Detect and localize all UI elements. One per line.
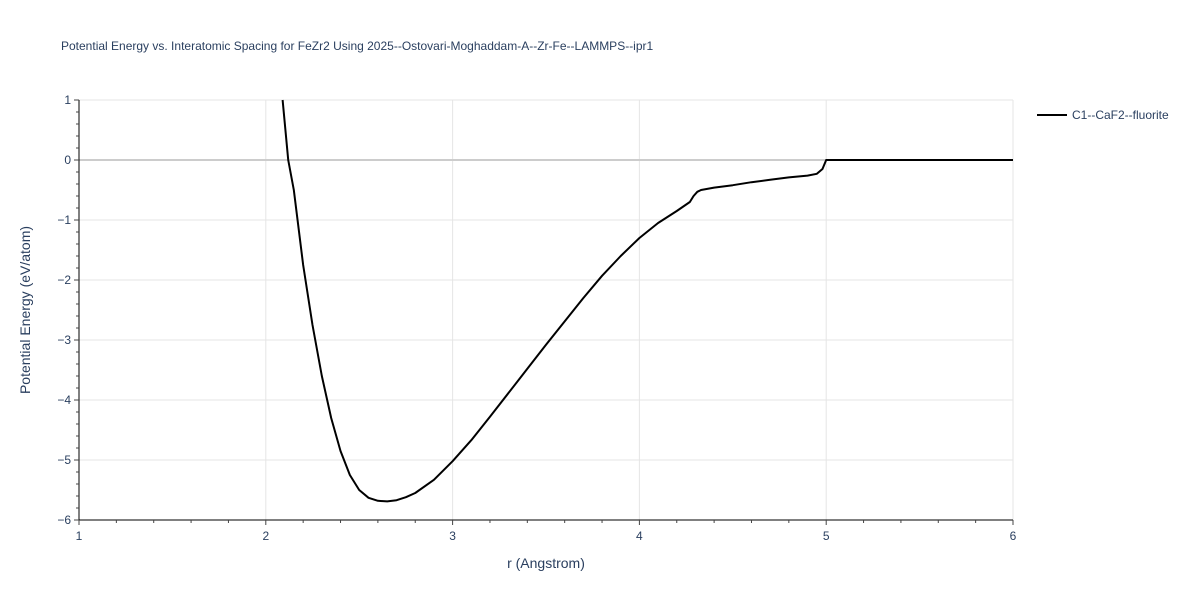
y-tick-label: 0 [64, 153, 71, 167]
x-tick-label: 6 [1010, 529, 1017, 543]
x-tick-label: 2 [262, 529, 269, 543]
legend[interactable]: C1--CaF2--fluorite [1037, 108, 1169, 122]
axes: 1 2 3 4 5 6 1 0 −1 −2 −3 −4 −5 −6 [57, 93, 1016, 543]
y-tick-label: −1 [57, 213, 71, 227]
y-tick-label: 1 [64, 93, 71, 107]
x-tick-label: 4 [636, 529, 643, 543]
legend-label: C1--CaF2--fluorite [1072, 108, 1169, 122]
series-layer [281, 99, 1013, 503]
x-tick-label: 3 [449, 529, 456, 543]
x-tick-label: 1 [76, 529, 83, 543]
y-tick-label: −5 [57, 453, 71, 467]
x-tick-label: 5 [823, 529, 830, 543]
chart-title: Potential Energy vs. Interatomic Spacing… [61, 39, 654, 53]
y-tick-label: −3 [57, 333, 71, 347]
grid [79, 99, 1014, 520]
y-axis-label: Potential Energy (eV/atom) [17, 226, 33, 394]
y-tick-label: −4 [57, 393, 71, 407]
y-tick-label: −2 [57, 273, 71, 287]
y-tick-label: −6 [57, 513, 71, 527]
x-axis-label: r (Angstrom) [507, 555, 585, 571]
series-line [281, 99, 1013, 503]
